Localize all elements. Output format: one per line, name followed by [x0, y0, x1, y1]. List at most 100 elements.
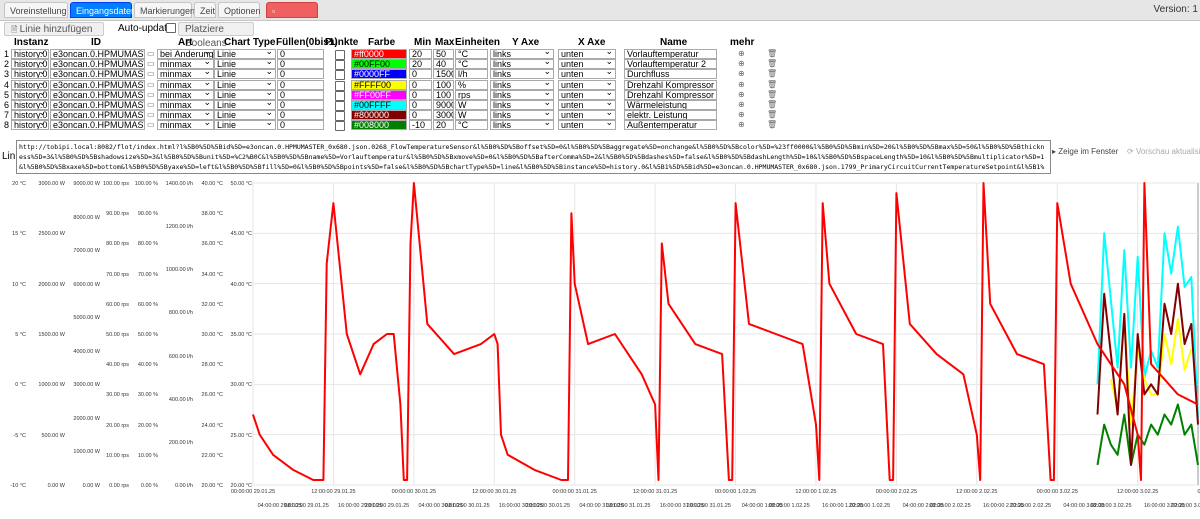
id-input[interactable]: e3oncan.0.HPMUMASTER_0x	[50, 110, 145, 121]
more-icon[interactable]: ⊕	[738, 69, 745, 79]
tab-zeit[interactable]: Zeit	[194, 2, 216, 18]
x-axe-select[interactable]: unten	[558, 59, 616, 70]
x-axe-select[interactable]: unten	[558, 69, 616, 80]
aggregate-select[interactable]: minmax	[157, 89, 214, 100]
chart-type-select[interactable]: Linie	[214, 59, 276, 70]
delete-icon[interactable]: 🗑	[767, 120, 778, 130]
fill-input[interactable]: 0	[277, 59, 324, 70]
points-checkbox[interactable]	[335, 101, 345, 111]
id-input[interactable]: e3oncan.0.HPMUMASTER_0x	[50, 120, 145, 131]
name-input[interactable]: Drehzahl Kompressor	[624, 79, 717, 90]
delete-icon[interactable]: 🗑	[767, 110, 778, 120]
y-axe-select[interactable]: links	[490, 59, 554, 70]
max-input[interactable]: 9000	[433, 100, 454, 110]
fill-input[interactable]: 0	[277, 49, 324, 59]
save-button[interactable]: ▫ Speichern	[266, 2, 318, 32]
more-icon[interactable]: ⊕	[738, 110, 745, 120]
delete-icon[interactable]: 🗑	[767, 100, 778, 109]
name-input[interactable]: elektr. Leistung	[624, 110, 717, 121]
y-axe-select[interactable]: links	[490, 100, 554, 110]
color-input[interactable]: #800000	[351, 110, 407, 121]
x-axe-select[interactable]: unten	[558, 49, 616, 59]
max-input[interactable]: 20	[433, 120, 454, 131]
instance-select[interactable]: history.0	[11, 59, 49, 70]
y-axe-select[interactable]: links	[490, 89, 554, 100]
unit-input[interactable]: °C	[455, 120, 488, 131]
y-axe-select[interactable]: links	[490, 110, 554, 121]
name-input[interactable]: Außentemperatur	[624, 120, 717, 131]
chart-type-select[interactable]: Linie	[214, 110, 276, 121]
aggregate-select[interactable]: minmax	[157, 69, 214, 80]
fill-input[interactable]: 0	[277, 100, 324, 110]
x-axe-select[interactable]: unten	[558, 79, 616, 90]
chart-type-select[interactable]: Linie	[214, 69, 276, 80]
id-input[interactable]: e3oncan.0.HPMUMASTER_0x	[50, 49, 145, 59]
delete-icon[interactable]: 🗑	[767, 79, 778, 89]
chart-type-select[interactable]: Linie	[214, 79, 276, 90]
id-input[interactable]: e3oncan.0.HPMUMASTER_0x	[50, 100, 145, 110]
points-checkbox[interactable]	[335, 70, 345, 81]
id-input[interactable]: e3oncan.0.HPMUMASTER_0x	[50, 89, 145, 100]
points-checkbox[interactable]	[335, 50, 345, 60]
unit-input[interactable]: l/h	[455, 69, 488, 80]
min-input[interactable]: -10	[409, 120, 432, 131]
unit-input[interactable]: rps	[455, 89, 488, 100]
link-field[interactable]: http://tobipi.local:8082/flot/index.html…	[16, 140, 1051, 174]
name-input[interactable]: Wärmeleistung	[624, 100, 717, 110]
x-axe-select[interactable]: unten	[558, 120, 616, 131]
aggregate-select[interactable]: minmax	[157, 59, 214, 70]
delete-icon[interactable]: 🗑	[767, 89, 778, 99]
name-input[interactable]: Vorlauftemperatur 2	[624, 59, 717, 70]
color-input[interactable]: #FFFF00	[351, 79, 407, 90]
show-in-window-button[interactable]: ▸ Zeige im Fenster	[1052, 147, 1118, 156]
points-checkbox[interactable]	[335, 121, 345, 132]
preview-button[interactable]: ⟳ Vorschau aktualisieren	[1127, 147, 1200, 156]
max-input[interactable]: 100	[433, 89, 454, 100]
max-input[interactable]: 50	[433, 49, 454, 59]
fill-input[interactable]: 0	[277, 89, 324, 100]
x-axe-select[interactable]: unten	[558, 100, 616, 110]
min-input[interactable]: 20	[409, 59, 432, 70]
y-axe-select[interactable]: links	[490, 120, 554, 131]
folder-icon[interactable]: ▭	[147, 100, 155, 109]
instance-select[interactable]: history.0	[11, 120, 49, 131]
aggregate-select[interactable]: minmax	[157, 120, 214, 131]
tab-optionen[interactable]: Optionen	[218, 2, 261, 18]
fill-input[interactable]: 0	[277, 79, 324, 90]
folder-icon[interactable]: ▭	[147, 120, 155, 130]
points-checkbox[interactable]	[335, 111, 345, 122]
more-icon[interactable]: ⊕	[738, 79, 745, 89]
more-icon[interactable]: ⊕	[738, 89, 745, 99]
max-input[interactable]: 3000	[433, 110, 454, 121]
more-icon[interactable]: ⊕	[738, 100, 745, 109]
delete-icon[interactable]: 🗑	[767, 59, 778, 69]
min-input[interactable]: 0	[409, 69, 432, 80]
auto-update-checkbox[interactable]	[166, 23, 176, 34]
tab-eingangsdaten[interactable]: Eingangsdaten	[70, 2, 136, 18]
points-checkbox[interactable]	[335, 60, 345, 71]
instance-select[interactable]: history.0	[11, 69, 49, 80]
color-input[interactable]: #ff0000	[351, 49, 407, 59]
folder-icon[interactable]: ▭	[147, 69, 155, 79]
aggregate-select[interactable]: minmax	[157, 79, 214, 90]
delete-icon[interactable]: 🗑	[767, 49, 778, 58]
chart-type-select[interactable]: Linie	[214, 89, 276, 100]
chart-type-select[interactable]: Linie	[214, 120, 276, 131]
tab-markierungen[interactable]: Markierungen	[134, 2, 195, 18]
x-axe-select[interactable]: unten	[558, 110, 616, 121]
fill-input[interactable]: 0	[277, 110, 324, 121]
name-input[interactable]: Vorlauftemperatur	[624, 49, 717, 59]
color-input[interactable]: #0000FF	[351, 69, 407, 80]
x-axe-select[interactable]: unten	[558, 89, 616, 100]
more-icon[interactable]: ⊕	[738, 59, 745, 69]
instance-select[interactable]: history.0	[11, 79, 49, 90]
aggregate-select[interactable]: minmax	[157, 100, 214, 110]
folder-icon[interactable]: ▭	[147, 59, 155, 69]
id-input[interactable]: e3oncan.0.HPMUMASTER_0x	[50, 69, 145, 80]
y-axe-select[interactable]: links	[490, 69, 554, 80]
fill-input[interactable]: 0	[277, 69, 324, 80]
aggregate-select[interactable]: minmax	[157, 110, 214, 121]
color-input[interactable]: #00FF00	[351, 59, 407, 70]
name-input[interactable]: Durchfluss	[624, 69, 717, 80]
color-input[interactable]: #FF00FF	[351, 89, 407, 100]
